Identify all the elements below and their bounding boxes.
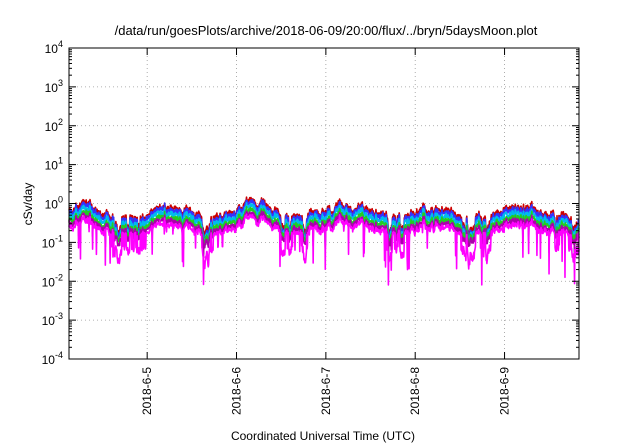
y-tick-label: 103 <box>45 78 63 95</box>
x-tick-label: 2018-6-6 <box>230 367 244 415</box>
x-tick-label: 2018-6-7 <box>319 367 333 415</box>
x-tick-label: 2018-6-9 <box>498 367 512 415</box>
y-tick-label: 10-4 <box>42 350 63 367</box>
y-axis: 104 103 102 101 100 10-1 10-2 10-3 10-4 <box>42 39 579 367</box>
series-group <box>69 197 579 285</box>
y-tick-label: 104 <box>45 39 63 56</box>
y-tick-label: 10-3 <box>42 311 63 328</box>
x-tick-label: 2018-6-8 <box>408 367 422 415</box>
y-tick-label: 101 <box>45 156 63 173</box>
y-tick-label: 102 <box>45 117 63 134</box>
y-axis-label: cSv/day <box>21 183 35 226</box>
y-tick-label: 10-2 <box>42 272 63 289</box>
chart-title: /data/run/goesPlots/archive/2018-06-09/2… <box>115 23 538 38</box>
chart: /data/run/goesPlots/archive/2018-06-09/2… <box>0 0 640 448</box>
y-tick-label: 100 <box>45 195 63 212</box>
y-tick-label: 10-1 <box>42 233 63 250</box>
grid <box>69 48 579 359</box>
x-axis-label: Coordinated Universal Time (UTC) <box>231 429 415 443</box>
x-tick-label: 2018-6-5 <box>140 367 154 415</box>
